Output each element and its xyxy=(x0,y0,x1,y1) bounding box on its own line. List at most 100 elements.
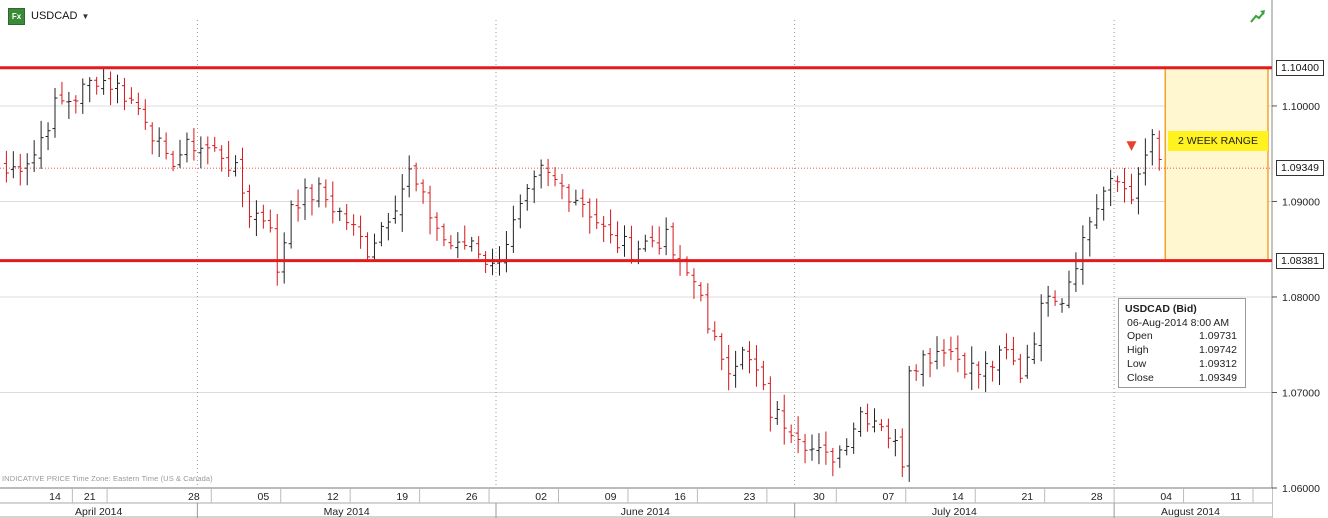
chart-header: Fx USDCAD ▼ xyxy=(8,7,89,25)
x-tick-label: 28 xyxy=(188,491,200,503)
info-label: Close xyxy=(1127,372,1154,384)
sell-marker-icon xyxy=(1126,141,1137,151)
ohlc-bar xyxy=(510,205,516,253)
ohlc-bar xyxy=(31,140,37,173)
ohlc-bar xyxy=(66,91,72,119)
ohlc-bar xyxy=(302,178,308,220)
info-box-title: USDCAD (Bid) xyxy=(1125,303,1197,315)
two-week-range-label: 2 WEEK RANGE xyxy=(1168,131,1268,151)
symbol-label[interactable]: USDCAD xyxy=(31,10,78,22)
current-bar-marker xyxy=(1126,141,1137,151)
ohlc-bar xyxy=(38,120,44,169)
ohlc-bar xyxy=(108,71,114,106)
ohlc-bar xyxy=(997,345,1003,386)
x-tick-label: 14 xyxy=(952,491,964,503)
ohlc-bar xyxy=(392,195,398,224)
ohlc-bar xyxy=(712,321,718,341)
x-tick-label: 04 xyxy=(1160,491,1172,503)
info-row-high: High 1.09742 xyxy=(1119,343,1245,357)
ohlc-bar xyxy=(642,234,648,252)
x-tick-label: 23 xyxy=(744,491,756,503)
ohlc-bar xyxy=(830,447,836,477)
y-tick-label: 1.06000 xyxy=(1282,483,1320,495)
ohlc-bar xyxy=(406,155,412,198)
ohlc-bar xyxy=(1045,285,1051,317)
ohlc-bar xyxy=(524,184,530,211)
ohlc-bar xyxy=(448,235,454,250)
ohlc-bar xyxy=(1087,216,1093,257)
ohlc-bar xyxy=(323,179,329,208)
ohlc-bar xyxy=(17,153,23,186)
ohlc-bar xyxy=(198,136,204,169)
range-rect xyxy=(1164,67,1269,262)
ohlc-bar xyxy=(559,173,565,200)
ohlc-bar xyxy=(344,204,350,230)
ohlc-bar xyxy=(621,225,627,257)
ohlc-bar xyxy=(774,400,780,425)
ohlc-bar xyxy=(1094,194,1100,229)
ohlc-bar xyxy=(163,132,169,160)
ohlc-bar xyxy=(948,336,954,361)
ohlc-bar xyxy=(726,344,732,391)
x-tick-label: 26 xyxy=(466,491,478,503)
price-tag: 1.10400 xyxy=(1276,59,1324,76)
ohlc-bar xyxy=(420,179,426,204)
y-tick-label: 1.07000 xyxy=(1282,387,1320,399)
ohlc-bar xyxy=(10,151,16,179)
ohlc-bar xyxy=(45,122,51,151)
ohlc-bar xyxy=(760,360,766,391)
ohlc-bar xyxy=(455,232,461,259)
ohlc-bar xyxy=(858,406,864,437)
ohlc-bar xyxy=(59,81,65,105)
x-tick-label: 30 xyxy=(813,491,825,503)
ohlc-bar xyxy=(170,150,176,172)
ohlc-bar xyxy=(719,333,725,371)
ohlc-bar xyxy=(976,361,982,389)
ohlc-bar xyxy=(872,408,878,433)
info-value: 1.09731 xyxy=(1199,330,1237,342)
ohlc-bar xyxy=(1024,344,1030,379)
ohlc-bar xyxy=(52,87,58,138)
ohlc-bar xyxy=(115,74,121,104)
ohlc-bar xyxy=(885,418,891,449)
ohlc-bar xyxy=(594,198,600,229)
ohlc-bar xyxy=(191,128,197,161)
info-label: Low xyxy=(1127,358,1147,370)
ohlc-bar xyxy=(365,232,371,260)
ohlc-bar xyxy=(1128,173,1134,205)
ohlc-bar xyxy=(462,225,468,250)
info-box-datetime: 06-Aug-2014 8:00 AM xyxy=(1127,317,1230,329)
ohlc-bar xyxy=(483,251,489,274)
ohlc-bar xyxy=(94,76,100,95)
indicative-price-note: INDICATIVE PRICE Time Zone: Eastern Time… xyxy=(2,474,213,483)
ohlc-bar xyxy=(1052,290,1058,306)
ohlc-bar xyxy=(469,236,475,252)
x-tick-label: 21 xyxy=(84,491,96,503)
ohlc-bar xyxy=(399,174,405,232)
ohlc-bar xyxy=(962,352,968,379)
ohlc-bar xyxy=(1080,225,1086,285)
x-tick-label: 11 xyxy=(1230,491,1241,503)
ohlc-bar xyxy=(698,282,704,302)
ohlc-bar xyxy=(385,212,391,241)
ohlc-bar xyxy=(177,139,183,168)
ohlc-bar xyxy=(1101,186,1107,221)
info-row-close: Close 1.09349 xyxy=(1119,371,1245,385)
chart-axes: 1.06000 1.07000 1.08000 1.09000 1.10000 14 21 2… xyxy=(0,101,1320,518)
ohlc-bar xyxy=(371,233,377,260)
ohlc-bar xyxy=(691,268,697,299)
ohlc-bar xyxy=(878,419,884,432)
ohlc-bar xyxy=(240,147,246,208)
ohlc-bar xyxy=(205,136,211,165)
ohlc-bar xyxy=(753,345,759,387)
ohlc-bar xyxy=(566,184,572,212)
ohlc-bar xyxy=(226,140,232,178)
ohlc-bar xyxy=(767,376,773,432)
x-month-label: August 2014 xyxy=(1161,506,1220,518)
x-tick-label: 02 xyxy=(535,491,547,503)
ohlc-bar xyxy=(587,198,593,234)
ohlc-bar xyxy=(920,350,926,387)
symbol-dropdown-icon[interactable]: ▼ xyxy=(81,11,90,21)
trend-arrow-icon[interactable] xyxy=(1250,9,1266,23)
